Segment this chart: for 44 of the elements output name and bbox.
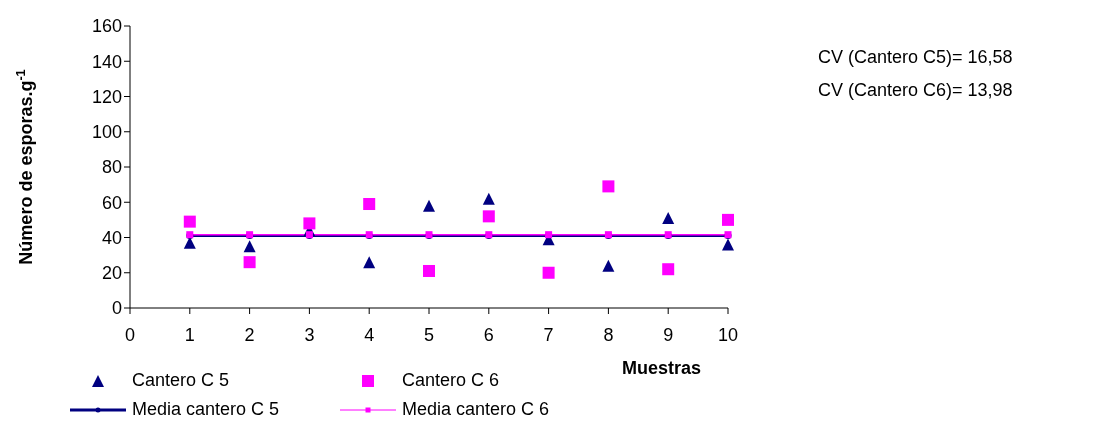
x-tick-label: 5: [423, 324, 435, 345]
legend-label: Cantero C 5: [131, 370, 231, 391]
point: [363, 198, 376, 211]
text: CV (Cantero C6)= 13,98: [818, 79, 1013, 102]
y-tick-label: 20: [101, 263, 122, 284]
legend-label: Media cantero C 6: [401, 399, 551, 420]
point: [722, 238, 734, 251]
legend-label: Cantero C 6: [402, 370, 500, 390]
legend-label: Media cantero C 5: [131, 399, 281, 420]
point: [542, 266, 555, 279]
y-tick-label: 60: [101, 192, 122, 213]
point: [602, 259, 615, 272]
point: [602, 180, 615, 193]
y-tick-label: 140: [91, 51, 122, 72]
point: [662, 263, 675, 276]
point: [183, 215, 196, 228]
point: [722, 213, 734, 226]
y-tick-label: 120: [91, 86, 122, 107]
y-tick-label: 100: [91, 122, 122, 143]
x-tick-label: 9: [663, 324, 674, 345]
point: [243, 256, 256, 269]
point: [363, 256, 376, 269]
point: [423, 264, 435, 277]
x-tick-label: 4: [364, 324, 375, 345]
x-tick-label: 7: [543, 324, 554, 345]
y-tick-label: 160: [91, 16, 122, 37]
x-axis-title: Muestras: [622, 358, 702, 379]
point: [482, 192, 495, 205]
y-tick-label: 0: [111, 298, 122, 319]
point: [482, 210, 495, 223]
y-tick-label: 80: [101, 157, 122, 178]
y-tick-label: 40: [101, 227, 122, 248]
point: [662, 212, 675, 225]
x-tick-label: 1: [184, 324, 195, 345]
x-tick-label: 6: [483, 324, 494, 345]
text: CV (Cantero C5)= 16,58: [818, 46, 1013, 69]
x-tick-label: 8: [603, 324, 614, 345]
x-tick-label: 10: [717, 324, 739, 345]
x-tick-label: 0: [124, 324, 136, 345]
point: [243, 240, 256, 253]
point: [303, 217, 316, 230]
x-tick-label: 3: [304, 324, 315, 345]
x-tick-label: 2: [244, 324, 255, 345]
point: [423, 199, 435, 212]
